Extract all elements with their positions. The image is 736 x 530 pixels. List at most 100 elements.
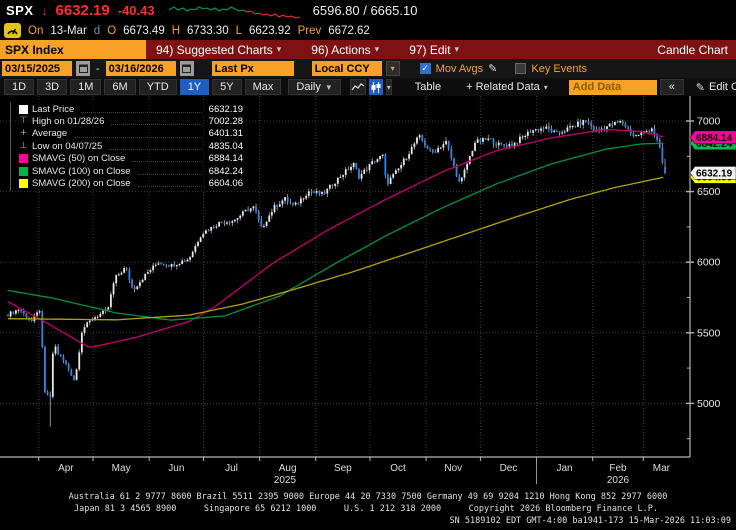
menu-item-edit[interactable]: 97) Edit ▾ bbox=[409, 42, 460, 57]
legend-label: High on 01/28/26 bbox=[32, 116, 105, 128]
period-button-3d[interactable]: 3D bbox=[37, 79, 68, 95]
chevron-down-icon: ▼ bbox=[324, 82, 333, 92]
legend-row[interactable]: + Average 6401.31 bbox=[19, 128, 246, 140]
edit-mov-avgs-pencil-icon[interactable]: ✎ bbox=[488, 62, 498, 75]
svg-text:7000: 7000 bbox=[697, 116, 721, 128]
date-range-separator: - bbox=[96, 62, 100, 75]
ticker-symbol: SPX bbox=[6, 3, 34, 18]
calendar-icon[interactable] bbox=[76, 61, 90, 76]
candle-chart[interactable]: 7000 6500 6000 5500 5000 Apr May Jun Jul Aug Sep Oc… bbox=[0, 96, 736, 488]
settings-bar: - ▾ ✓ Mov Avgs ✎ Key Events bbox=[0, 59, 736, 78]
chevron-down-icon: ▾ bbox=[374, 44, 380, 54]
chart-type-label: Candle Chart bbox=[657, 42, 728, 57]
legend-row[interactable]: SMAVG (200) on Close 6604.06 bbox=[19, 177, 246, 189]
price-field-input[interactable] bbox=[211, 61, 294, 76]
frequency-dropdown[interactable]: Daily ▼ bbox=[288, 79, 341, 95]
svg-text:6500: 6500 bbox=[697, 186, 721, 198]
legend-row[interactable]: SMAVG (50) on Close 6884.14 bbox=[19, 153, 246, 165]
low-label: L bbox=[235, 24, 243, 37]
legend-value: 7002.28 bbox=[208, 116, 243, 128]
legend-label: Last Price bbox=[32, 103, 75, 115]
chevron-down-icon: ▾ bbox=[543, 82, 548, 92]
date-to-input[interactable] bbox=[105, 61, 176, 76]
candle-chart-type-button[interactable] bbox=[368, 79, 383, 95]
legend-leader bbox=[111, 118, 202, 126]
menu-items: 94) Suggested Charts ▾ 96) Actions ▾ 97) Edi… bbox=[146, 40, 459, 59]
footer-contacts-line1: Australia 61 2 9777 8600 Brazil 5511 239… bbox=[68, 492, 668, 502]
footer-segment: U.S. 1 212 318 2000 bbox=[343, 504, 442, 514]
prev-label: Prev bbox=[297, 24, 322, 37]
currency-dropdown-caret-icon[interactable]: ▾ bbox=[385, 61, 400, 76]
footer-contacts-line2: Japan 81 3 4565 8900 Singapore 65 6212 10… bbox=[0, 503, 736, 515]
legend-label: SMAVG (50) on Close bbox=[32, 153, 126, 165]
quote-bar: SPX ↓ 6632.19 -40.43 6596.80 / 6665.10 bbox=[0, 0, 736, 21]
mov-avgs-checkbox[interactable]: ✓ bbox=[419, 63, 431, 74]
currency-input[interactable] bbox=[311, 61, 382, 76]
legend-leader bbox=[109, 143, 202, 151]
legend-row[interactable]: ⊤ High on 01/28/26 7002.28 bbox=[19, 115, 246, 127]
period-button-5y[interactable]: 5Y bbox=[212, 79, 242, 95]
calendar-icon[interactable] bbox=[179, 61, 194, 76]
table-button[interactable]: Table bbox=[407, 79, 449, 95]
svg-text:2025: 2025 bbox=[274, 475, 297, 486]
legend-label: SMAVG (200) on Close bbox=[32, 178, 131, 190]
more-chart-types-caret[interactable]: ▾ bbox=[385, 79, 392, 95]
legend-value: 6401.31 bbox=[208, 128, 243, 140]
svg-text:Feb: Feb bbox=[609, 463, 627, 474]
collapse-panel-button[interactable]: « bbox=[659, 79, 684, 95]
add-data-input[interactable] bbox=[568, 79, 657, 95]
period-button-max[interactable]: Max bbox=[244, 79, 282, 95]
gauge-icon[interactable] bbox=[4, 23, 21, 38]
period-button-1m[interactable]: 1M bbox=[70, 79, 102, 95]
intraday-sparkline bbox=[168, 5, 300, 19]
legend-label: Average bbox=[32, 128, 68, 140]
footer-segment: Japan 81 3 4565 8900 bbox=[74, 504, 177, 514]
period-button-6m[interactable]: 6M bbox=[104, 79, 136, 95]
svg-text:Sep: Sep bbox=[334, 463, 352, 474]
svg-text:Jan: Jan bbox=[557, 463, 573, 474]
svg-text:May: May bbox=[112, 463, 131, 474]
svg-text:Nov: Nov bbox=[444, 463, 462, 474]
svg-text:Aug: Aug bbox=[279, 463, 297, 474]
legend-marker-icon: + bbox=[19, 128, 28, 139]
period-buttons: 1D 3D 1M 6M YTD 1Y 5Y Max bbox=[4, 79, 282, 95]
legend-swatch-icon bbox=[19, 154, 28, 164]
period-button-ytd[interactable]: YTD bbox=[138, 79, 177, 95]
menu-item-suggested-charts[interactable]: 94) Suggested Charts ▾ bbox=[156, 42, 282, 57]
menu-item-actions[interactable]: 96) Actions ▾ bbox=[311, 42, 380, 57]
period-button-1d[interactable]: 1D bbox=[4, 79, 35, 95]
chevron-down-icon: ▾ bbox=[454, 44, 460, 54]
legend-leader bbox=[137, 180, 202, 188]
edit-chart-button[interactable]: ✎ Edit Chart bbox=[688, 79, 736, 95]
low-value: 6623.92 bbox=[249, 24, 291, 37]
last-price: 6632.19 bbox=[55, 2, 110, 19]
svg-text:Dec: Dec bbox=[500, 463, 518, 474]
mov-avgs-label: Mov Avgs bbox=[435, 62, 484, 75]
svg-text:Apr: Apr bbox=[58, 463, 74, 474]
legend-leader bbox=[137, 167, 202, 175]
legend-value: 6842.24 bbox=[208, 165, 243, 177]
legend-leader bbox=[81, 105, 202, 113]
legend-row[interactable]: SMAVG (100) on Close 6842.24 bbox=[19, 165, 246, 177]
svg-text:6842.24: 6842.24 bbox=[696, 139, 733, 150]
security-input[interactable] bbox=[0, 40, 146, 59]
legend-label: SMAVG (100) on Close bbox=[32, 165, 131, 177]
legend-row[interactable]: Last Price 6632.19 bbox=[19, 103, 246, 115]
prev-value: 6672.62 bbox=[328, 24, 370, 37]
ohlc-bar: On 13-Mar d O 6673.49 H 6733.30 L 6623.9… bbox=[0, 21, 736, 40]
svg-text:5000: 5000 bbox=[697, 398, 721, 410]
period-button-1y[interactable]: 1Y bbox=[179, 79, 210, 95]
legend-value: 6604.06 bbox=[208, 178, 243, 190]
line-chart-type-button[interactable] bbox=[349, 79, 366, 95]
legend-marker-icon: ⊤ bbox=[19, 116, 28, 127]
bid-ask: 6596.80 / 6665.10 bbox=[312, 3, 418, 18]
high-value: 6733.30 bbox=[187, 24, 229, 37]
key-events-checkbox[interactable] bbox=[515, 63, 527, 74]
related-data-dropdown[interactable]: + Related Data ▾ bbox=[458, 79, 556, 95]
date-from-input[interactable] bbox=[2, 61, 72, 76]
chart-canvas[interactable]: 7000 6500 6000 5500 5000 Apr May Jun Jul Aug Sep Oc… bbox=[0, 96, 736, 488]
footer-session-info: SN 5189102 EDT GMT-4:00 ba1941-173 15-Ma… bbox=[449, 516, 731, 526]
legend-row[interactable]: ⊥ Low on 04/07/25 4835.04 bbox=[19, 140, 246, 152]
footer-segment: Copyright 2026 Bloomberg Finance L.P. bbox=[468, 504, 658, 514]
key-events-label: Key Events bbox=[531, 62, 588, 75]
